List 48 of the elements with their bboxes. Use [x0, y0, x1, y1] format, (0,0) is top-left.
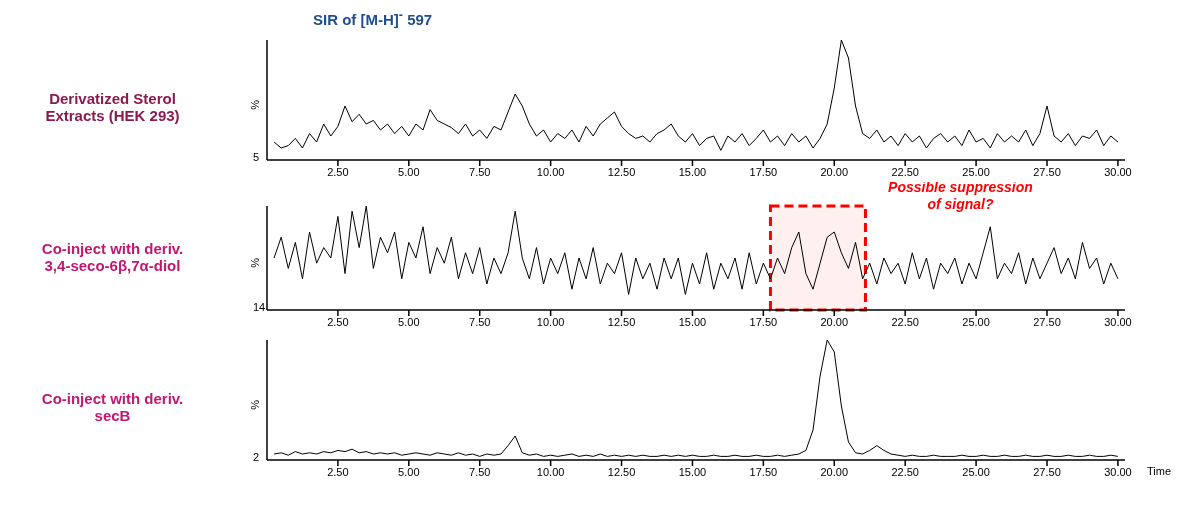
x-tick-label: 15.00	[678, 315, 707, 328]
x-tick-label: 25.00	[962, 465, 990, 478]
x-tick-label: 12.50	[607, 465, 636, 478]
text: 5	[253, 151, 260, 163]
x-tick-label: 12.50	[607, 165, 636, 178]
x-tick-label: 17.50	[749, 165, 778, 178]
x-tick-label: 2.50	[327, 465, 349, 478]
band-label: Possible suppression of signal?	[888, 179, 1033, 212]
x-tick-label: 27.50	[1033, 465, 1061, 478]
text: Co-inject with deriv. secB	[40, 390, 185, 424]
text: Derivatized Sterol Extracts (HEK 293)	[44, 90, 181, 124]
text: 14	[253, 301, 266, 313]
x-axis-title: Time	[1147, 464, 1172, 477]
x-tick-label: 25.00	[962, 165, 990, 178]
text: Co-inject with deriv. 3,4-seco-6β,7α-diol	[40, 240, 185, 274]
x-tick-label: 25.00	[962, 315, 990, 328]
chart-title: SIR of [M-H]$^{-}$ 597	[313, 8, 434, 30]
x-tick-label: 7.50	[469, 165, 491, 178]
x-tick-label: 10.00	[536, 315, 565, 328]
x-tick-label: 5.00	[398, 465, 420, 478]
x-tick-label: 20.00	[820, 465, 849, 478]
x-tick-label: 5.00	[398, 165, 420, 178]
x-tick-label: 17.50	[749, 315, 778, 328]
x-tick-label: 30.00	[1104, 315, 1132, 328]
x-tick-label: 7.50	[469, 465, 491, 478]
x-tick-label: 15.00	[678, 165, 707, 178]
y-axis-title: %	[248, 399, 261, 410]
x-tick-label: 22.50	[891, 165, 919, 178]
x-tick-label: 17.50	[749, 465, 778, 478]
x-tick-label: 5.00	[398, 315, 420, 328]
x-tick-label: 30.00	[1104, 165, 1132, 178]
x-tick-label: 10.00	[536, 165, 565, 178]
x-tick-label: 27.50	[1033, 315, 1061, 328]
x-tick-label: 10.00	[536, 465, 565, 478]
x-tick-label: 20.00	[820, 315, 849, 328]
x-tick-label: 27.50	[1033, 165, 1061, 178]
x-tick-label: 2.50	[327, 165, 349, 178]
text: 2	[253, 451, 260, 463]
x-tick-label: 22.50	[891, 315, 919, 328]
x-tick-label: 22.50	[891, 465, 919, 478]
x-tick-label: 20.00	[820, 165, 849, 178]
x-tick-label: 7.50	[469, 315, 491, 328]
y-axis-title: %	[248, 257, 261, 268]
y-axis-title: %	[248, 99, 261, 110]
x-tick-label: 30.00	[1104, 465, 1132, 478]
x-tick-label: 15.00	[678, 465, 707, 478]
x-tick-label: 12.50	[607, 315, 636, 328]
x-tick-label: 2.50	[327, 315, 349, 328]
